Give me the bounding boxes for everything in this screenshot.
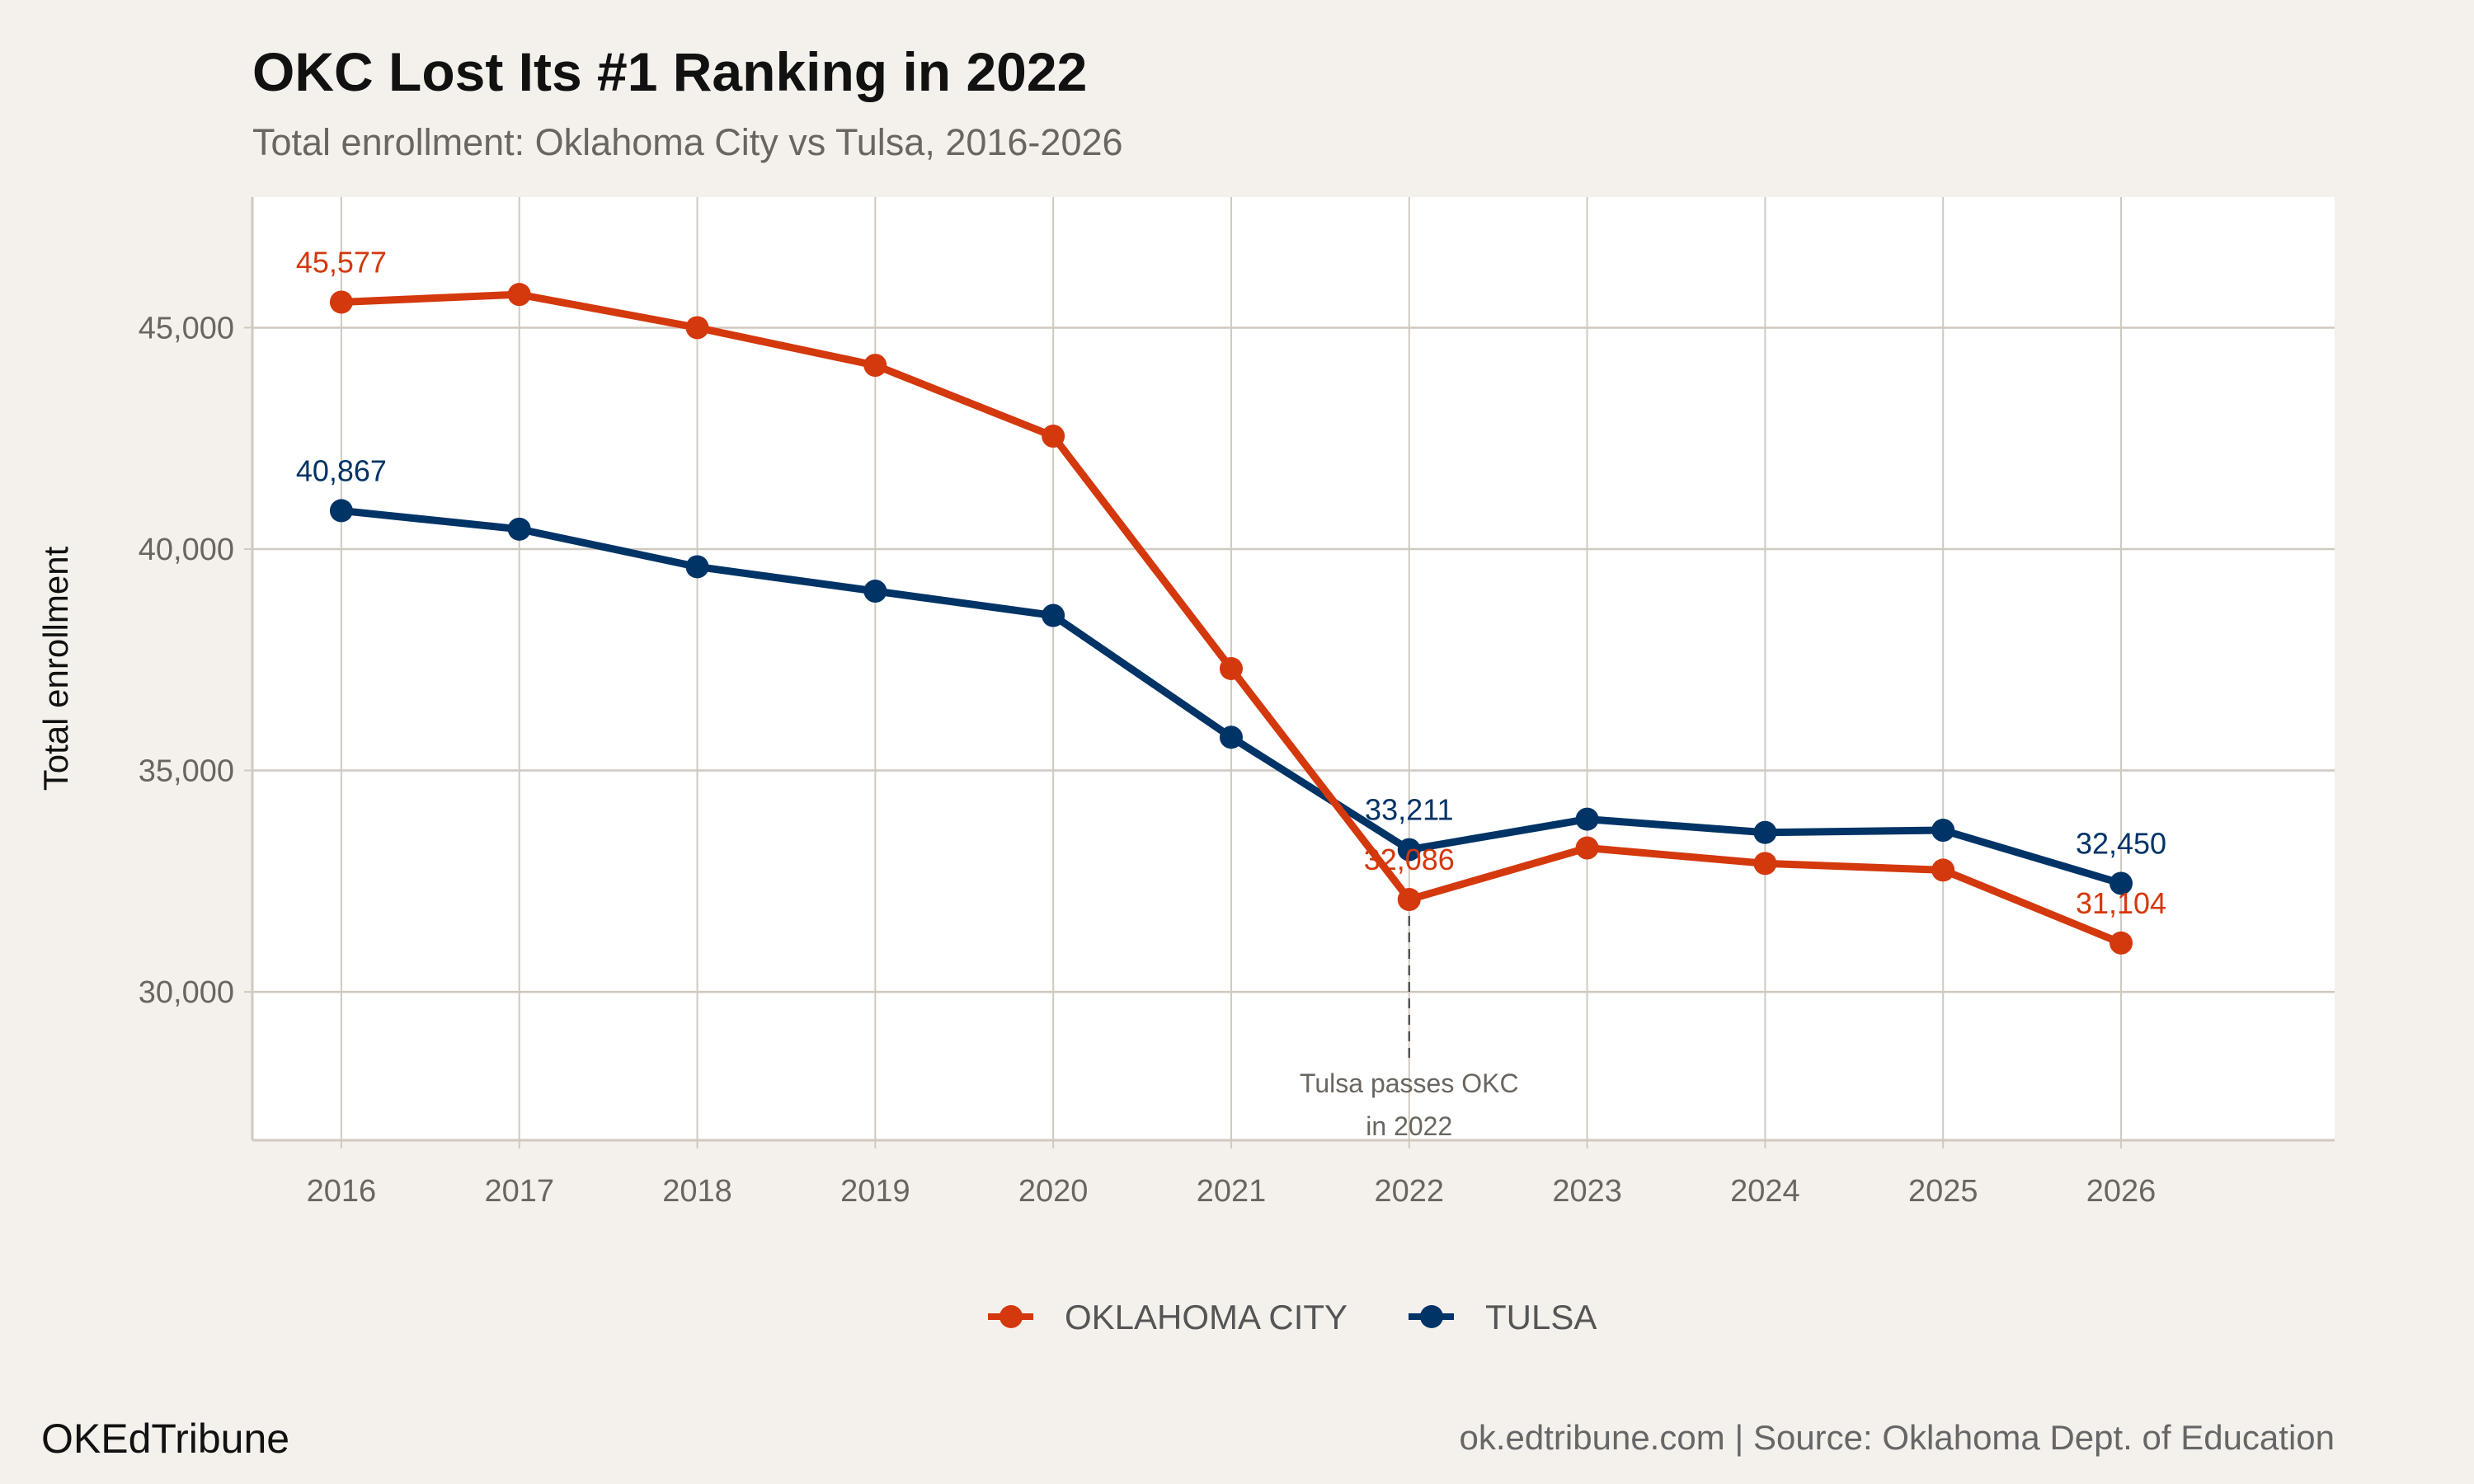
- data-point-tulsa: [1753, 820, 1777, 844]
- data-point-oklahoma-city: [2109, 931, 2133, 955]
- data-point-oklahoma-city: [507, 283, 531, 307]
- data-point-oklahoma-city: [685, 316, 709, 340]
- data-point-oklahoma-city: [1753, 852, 1777, 876]
- chart-subtitle: Total enrollment: Oklahoma City vs Tulsa…: [252, 121, 1123, 163]
- annotation: Tulsa passes OKC in 2022: [1300, 899, 1519, 1141]
- footer-brand: OKEdTribune: [41, 1416, 289, 1462]
- legend-item-tulsa: TULSA: [1409, 1298, 1597, 1336]
- data-point-oklahoma-city: [1931, 858, 1955, 882]
- x-tick-label: 2020: [1018, 1174, 1089, 1209]
- data-label-oklahoma-city: 32,086: [1364, 843, 1455, 876]
- legend-okc-label: OKLAHOMA CITY: [1065, 1298, 1348, 1336]
- plot-panel: [252, 197, 2335, 1140]
- data-point-tulsa: [685, 555, 709, 579]
- data-point-oklahoma-city: [1575, 836, 1599, 860]
- y-tick-label: 45,000: [139, 311, 234, 345]
- data-point-tulsa: [1575, 807, 1599, 831]
- footer-source: ok.edtribune.com | Source: Oklahoma Dept…: [1460, 1418, 2335, 1457]
- data-point-oklahoma-city: [1219, 657, 1243, 680]
- x-tick-label: 2025: [1908, 1174, 1978, 1209]
- data-point-tulsa: [507, 517, 531, 541]
- data-label-oklahoma-city: 31,104: [2076, 886, 2166, 920]
- x-tick-label: 2022: [1375, 1174, 1445, 1209]
- gridlines: [252, 197, 2335, 1140]
- x-tick-label: 2023: [1552, 1174, 1622, 1209]
- legend-okc-dot-icon: [999, 1305, 1023, 1328]
- data-point-tulsa: [329, 499, 353, 523]
- x-tick-label: 2018: [662, 1174, 732, 1209]
- data-point-oklahoma-city: [329, 290, 353, 314]
- legend-tulsa-label: TULSA: [1485, 1298, 1597, 1336]
- data-point-oklahoma-city: [863, 354, 887, 378]
- legend-tulsa-dot-icon: [1420, 1305, 1443, 1328]
- y-axis-title: Total enrollment: [36, 546, 75, 791]
- data-point-oklahoma-city: [1397, 888, 1421, 912]
- data-point-tulsa: [1219, 726, 1243, 749]
- annotation-text-line2: in 2022: [1366, 1111, 1452, 1141]
- data-point-tulsa: [2109, 871, 2133, 895]
- annotation-text-line1: Tulsa passes OKC: [1300, 1068, 1519, 1098]
- chart-title: OKC Lost Its #1 Ranking in 2022: [252, 41, 1087, 102]
- data-labels: 40,867 33,211 32,450 45,577 32,086 31,104: [296, 245, 2166, 919]
- x-tick-label: 2021: [1197, 1174, 1267, 1209]
- data-label-oklahoma-city: 45,577: [296, 245, 387, 279]
- data-point-tulsa: [1042, 603, 1065, 627]
- data-point-tulsa: [1397, 838, 1421, 862]
- x-tick-label: 2019: [840, 1174, 910, 1209]
- data-label-tulsa: 40,867: [296, 453, 387, 487]
- x-tick-label: 2024: [1730, 1174, 1800, 1209]
- data-label-tulsa: 32,450: [2076, 826, 2166, 860]
- x-tick-label: 2017: [484, 1174, 554, 1209]
- y-tick-label: 35,000: [139, 754, 234, 789]
- legend-item-oklahoma-city: OKLAHOMA CITY: [988, 1298, 1348, 1336]
- legend: OKLAHOMA CITY TULSA: [988, 1298, 1597, 1336]
- x-tick-label: 2026: [2086, 1174, 2157, 1209]
- data-point-tulsa: [1931, 819, 1955, 843]
- series-layer: [329, 283, 2133, 955]
- y-tick-label: 40,000: [139, 533, 234, 567]
- data-point-tulsa: [863, 580, 887, 603]
- data-point-oklahoma-city: [1042, 425, 1065, 448]
- data-label-tulsa: 33,211: [1365, 793, 1453, 827]
- x-tick-label: 2016: [307, 1174, 377, 1209]
- x-tick-labels: 2016 2017 2018 2019 2020 2021 2022 2023 2024 2025…: [307, 1140, 2157, 1209]
- y-tick-labels: 30,000 35,000 40,000 45,000: [139, 311, 252, 1010]
- y-tick-label: 30,000: [139, 975, 234, 1010]
